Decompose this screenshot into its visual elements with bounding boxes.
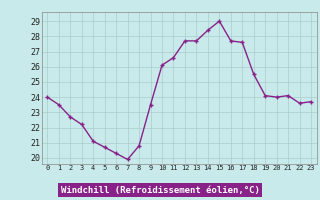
Text: Windchill (Refroidissement éolien,°C): Windchill (Refroidissement éolien,°C) [60, 186, 260, 194]
